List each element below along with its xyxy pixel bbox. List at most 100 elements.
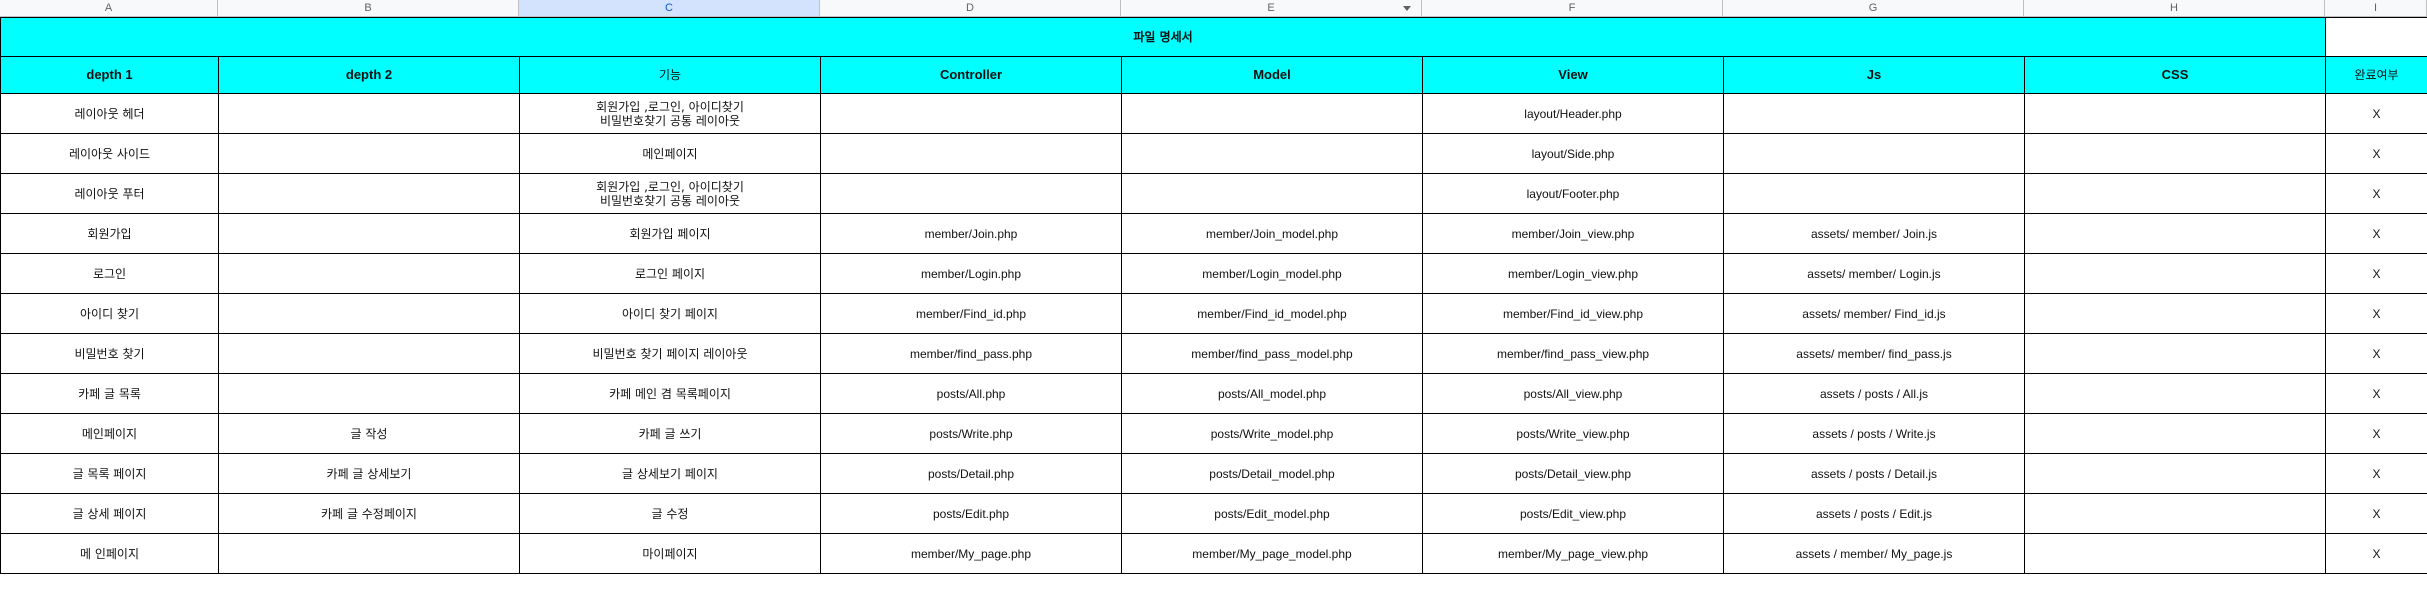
- sheet-title-cell[interactable]: 파일 명세서: [0, 17, 2327, 57]
- cell-model[interactable]: member/My_page_model.php: [1121, 533, 1423, 574]
- column-header-f[interactable]: F: [1422, 0, 1723, 16]
- cell-done[interactable]: X: [2325, 413, 2427, 454]
- cell-controller[interactable]: member/Join.php: [820, 213, 1122, 254]
- column-header-c[interactable]: C: [519, 0, 820, 16]
- cell-done[interactable]: X: [2325, 213, 2427, 254]
- column-header-d[interactable]: D: [820, 0, 1121, 16]
- column-header-e[interactable]: E: [1121, 0, 1422, 16]
- cell-controller[interactable]: posts/All.php: [820, 373, 1122, 414]
- cell-done[interactable]: X: [2325, 333, 2427, 374]
- column-header-i[interactable]: I: [2325, 0, 2427, 16]
- cell-function[interactable]: 마이페이지: [519, 533, 821, 574]
- cell-js[interactable]: assets / posts / Detail.js: [1723, 453, 2025, 494]
- cell-done[interactable]: X: [2325, 93, 2427, 134]
- column-header-g[interactable]: G: [1723, 0, 2024, 16]
- cell-model[interactable]: [1121, 173, 1423, 214]
- cell-function[interactable]: 카페 글 쓰기: [519, 413, 821, 454]
- cell-depth1[interactable]: 레이아웃 헤더: [0, 93, 219, 134]
- cell-view[interactable]: posts/Edit_view.php: [1422, 493, 1724, 534]
- cell-depth1[interactable]: 레이아웃 사이드: [0, 133, 219, 174]
- header-controller[interactable]: Controller: [820, 56, 1122, 94]
- cell-done[interactable]: X: [2325, 253, 2427, 294]
- column-menu-dropdown-icon[interactable]: [1403, 6, 1411, 11]
- cell-done[interactable]: X: [2325, 493, 2427, 534]
- cell-view[interactable]: posts/Detail_view.php: [1422, 453, 1724, 494]
- cell-function[interactable]: 회원가입 ,로그인, 아이디찾기 비밀번호찾기 공통 레이아웃: [519, 173, 821, 214]
- cell-function[interactable]: 비밀번호 찾기 페이지 레이아웃: [519, 333, 821, 374]
- cell-model[interactable]: member/Find_id_model.php: [1121, 293, 1423, 334]
- cell-controller[interactable]: posts/Detail.php: [820, 453, 1122, 494]
- cell-depth1[interactable]: 카페 글 목록: [0, 373, 219, 414]
- cell-function[interactable]: 메인페이지: [519, 133, 821, 174]
- cell-model[interactable]: posts/Detail_model.php: [1121, 453, 1423, 494]
- column-header-a[interactable]: A: [0, 0, 218, 16]
- cell-model[interactable]: posts/Edit_model.php: [1121, 493, 1423, 534]
- cell-css[interactable]: [2023, 413, 2327, 454]
- cell-css[interactable]: [2023, 213, 2327, 254]
- cell-controller[interactable]: member/Login.php: [820, 253, 1122, 294]
- cell-depth1[interactable]: 비밀번호 찾기: [0, 333, 219, 374]
- header-depth1[interactable]: depth 1: [0, 56, 219, 94]
- cell-function[interactable]: 회원가입 페이지: [519, 213, 821, 254]
- header-depth2[interactable]: depth 2: [218, 56, 520, 94]
- header-view[interactable]: View: [1422, 56, 1724, 94]
- cell-controller[interactable]: member/find_pass.php: [820, 333, 1122, 374]
- cell-depth2[interactable]: 카페 글 상세보기: [218, 453, 520, 494]
- cell-depth1[interactable]: 로그인: [0, 253, 219, 294]
- cell-controller[interactable]: posts/Edit.php: [820, 493, 1122, 534]
- header-css[interactable]: CSS: [2023, 56, 2327, 94]
- cell-function[interactable]: 회원가입 ,로그인, 아이디찾기 비밀번호찾기 공통 레이아웃: [519, 93, 821, 134]
- column-header-h[interactable]: H: [2024, 0, 2325, 16]
- cell-done[interactable]: X: [2325, 293, 2427, 334]
- cell-controller[interactable]: member/Find_id.php: [820, 293, 1122, 334]
- cell-view[interactable]: posts/All_view.php: [1422, 373, 1724, 414]
- cell-view[interactable]: layout/Footer.php: [1422, 173, 1724, 214]
- cell-view[interactable]: member/Find_id_view.php: [1422, 293, 1724, 334]
- cell-js[interactable]: [1723, 93, 2025, 134]
- cell-css[interactable]: [2023, 333, 2327, 374]
- cell-done[interactable]: X: [2325, 173, 2427, 214]
- cell-function[interactable]: 글 상세보기 페이지: [519, 453, 821, 494]
- cell-depth2[interactable]: 카페 글 수정페이지: [218, 493, 520, 534]
- cell-depth1[interactable]: 아이디 찾기: [0, 293, 219, 334]
- cell-model[interactable]: [1121, 93, 1423, 134]
- cell-view[interactable]: member/My_page_view.php: [1422, 533, 1724, 574]
- cell-view[interactable]: posts/Write_view.php: [1422, 413, 1724, 454]
- cell-controller[interactable]: member/My_page.php: [820, 533, 1122, 574]
- cell-depth2[interactable]: [218, 253, 520, 294]
- cell-model[interactable]: member/Login_model.php: [1121, 253, 1423, 294]
- cell-depth1[interactable]: 글 상세 페이지: [0, 493, 219, 534]
- cell-function[interactable]: 아이디 찾기 페이지: [519, 293, 821, 334]
- cell-model[interactable]: member/find_pass_model.php: [1121, 333, 1423, 374]
- cell-controller[interactable]: [820, 93, 1122, 134]
- cell-css[interactable]: [2023, 373, 2327, 414]
- cell-depth1[interactable]: 회원가입: [0, 213, 219, 254]
- header-done[interactable]: 완료여부: [2325, 56, 2427, 94]
- cell-model[interactable]: [1121, 133, 1423, 174]
- cell-depth2[interactable]: [218, 133, 520, 174]
- cell-depth2[interactable]: [218, 533, 520, 574]
- cell-done[interactable]: X: [2325, 453, 2427, 494]
- cell-function[interactable]: 로그인 페이지: [519, 253, 821, 294]
- cell-view[interactable]: member/Join_view.php: [1422, 213, 1724, 254]
- cell-done[interactable]: X: [2325, 533, 2427, 574]
- cell-css[interactable]: [2023, 493, 2327, 534]
- cell-depth1[interactable]: 레이아웃 푸터: [0, 173, 219, 214]
- cell-js[interactable]: assets / member/ My_page.js: [1723, 533, 2025, 574]
- cell-depth1[interactable]: 메 인페이지: [0, 533, 219, 574]
- cell-depth1[interactable]: 메인페이지: [0, 413, 219, 454]
- cell-js[interactable]: assets / posts / Write.js: [1723, 413, 2025, 454]
- cell-model[interactable]: posts/Write_model.php: [1121, 413, 1423, 454]
- cell-js[interactable]: assets / posts / All.js: [1723, 373, 2025, 414]
- cell-depth2[interactable]: [218, 213, 520, 254]
- cell-depth2[interactable]: [218, 293, 520, 334]
- cell-depth2[interactable]: [218, 173, 520, 214]
- cell-done[interactable]: X: [2325, 373, 2427, 414]
- cell-js[interactable]: assets/ member/ find_pass.js: [1723, 333, 2025, 374]
- column-header-b[interactable]: B: [218, 0, 519, 16]
- cell-model[interactable]: posts/All_model.php: [1121, 373, 1423, 414]
- cell-js[interactable]: [1723, 173, 2025, 214]
- header-js[interactable]: Js: [1723, 56, 2025, 94]
- cell-controller[interactable]: [820, 173, 1122, 214]
- cell-view[interactable]: member/find_pass_view.php: [1422, 333, 1724, 374]
